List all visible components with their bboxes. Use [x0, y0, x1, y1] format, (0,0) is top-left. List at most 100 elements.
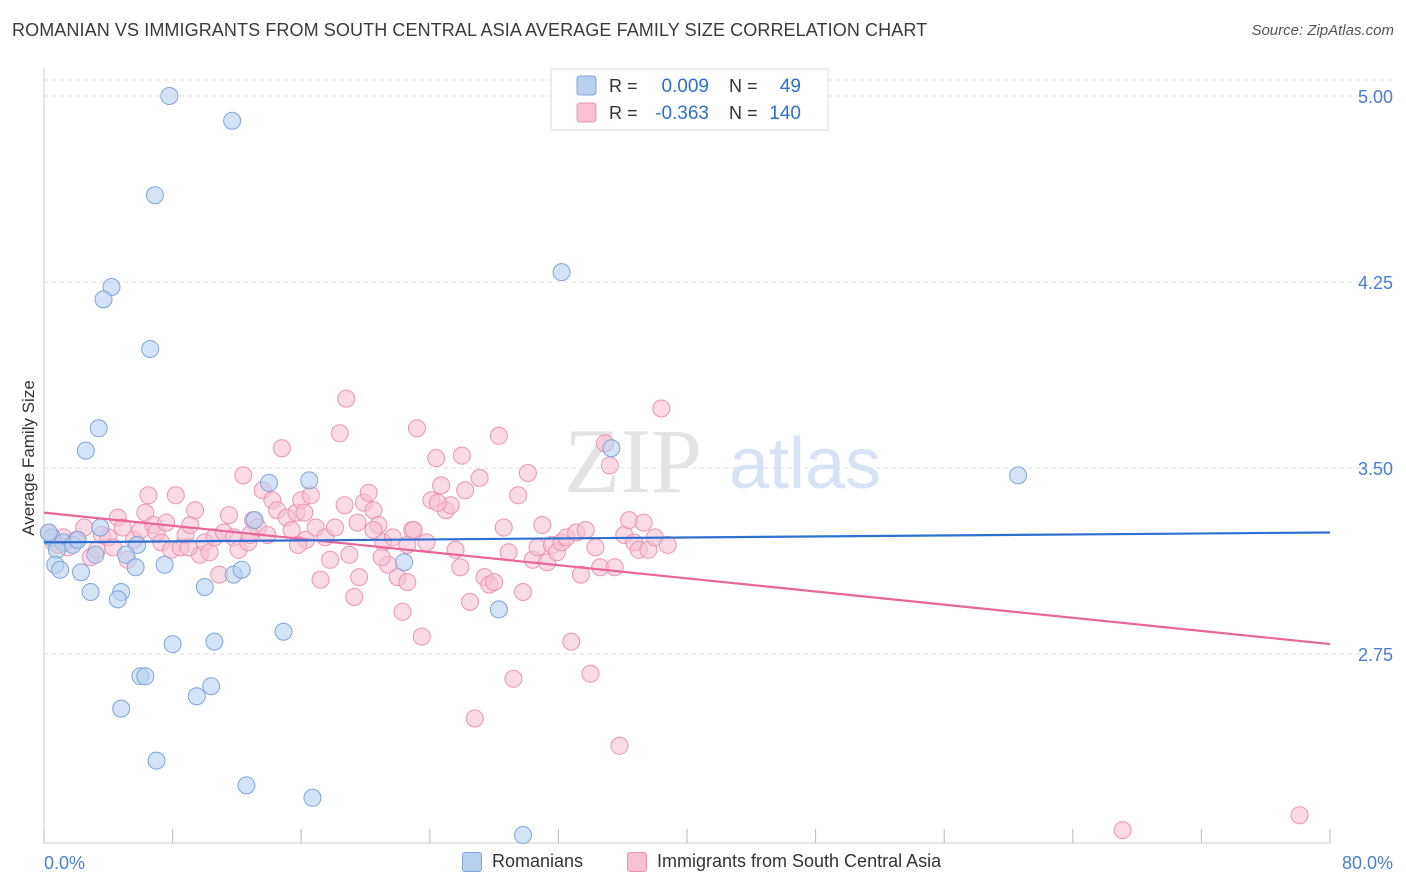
x-tick-label-min: 0.0% [44, 853, 85, 873]
immigrants-point-111 [586, 538, 605, 557]
romanians-point-44 [147, 751, 166, 770]
romanians-point-40 [136, 667, 155, 686]
romanians-point-42 [187, 687, 206, 706]
x-tick-labels: 0.0% 80.0% [44, 853, 1393, 873]
romanians-point-27 [155, 555, 174, 574]
immigrants-point-24 [166, 486, 185, 505]
romanians-point-38 [163, 635, 182, 654]
legend-n-label-1: N = [729, 76, 758, 96]
romanians-point-12 [260, 473, 278, 492]
romanians-point-23 [72, 563, 90, 582]
legend-top-box [550, 68, 829, 131]
immigrants-point-62 [350, 568, 369, 587]
immigrants-point-129 [452, 446, 471, 465]
legend-swatch-immigrants [576, 102, 597, 123]
watermark: ZIP atlas [564, 410, 881, 512]
y-tick-labels: 2.75 3.50 4.25 5.00 [1358, 87, 1393, 665]
romanians-point-0 [160, 87, 179, 105]
immigrants-point-52 [301, 486, 320, 505]
immigrants-point-127 [364, 521, 383, 539]
x-tick-label-max: 80.0% [1342, 853, 1393, 873]
romanians-point-30 [395, 553, 414, 572]
immigrants-point-54 [311, 570, 330, 589]
immigrants-point-90 [485, 573, 504, 592]
immigrants-point-91 [489, 426, 508, 445]
immigrants-point-124 [652, 399, 671, 418]
romanians-point-3 [552, 263, 571, 282]
immigrants-point-64 [359, 483, 378, 502]
legend-r-label-1: R = [609, 76, 638, 96]
immigrants-point-96 [514, 583, 532, 601]
immigrants-point-115 [605, 558, 624, 577]
legend-swatch-romanians-bottom [462, 851, 482, 872]
y-axis-label: Average Family Size [19, 380, 38, 536]
series-romanians-points [39, 87, 1028, 844]
immigrants-point-57 [326, 518, 344, 537]
axes [43, 68, 1331, 844]
immigrants-point-74 [407, 419, 426, 438]
romanians-point-11 [300, 471, 319, 490]
legend-swatch-immigrants-bottom [627, 851, 647, 872]
immigrants-point-95 [509, 486, 528, 505]
immigrants-point-116 [610, 736, 629, 755]
trend-lines [43, 511, 1331, 646]
immigrants-point-78 [427, 449, 446, 468]
immigrants-point-59 [335, 496, 354, 515]
immigrants-point-38 [234, 466, 253, 485]
legend-r-value-2: -0.363 [655, 103, 709, 124]
romanians-point-16 [47, 540, 66, 559]
trend-line-romanians [43, 531, 1331, 544]
immigrants-point-135 [295, 503, 314, 522]
immigrants-point-136 [348, 513, 367, 532]
immigrants-point-92 [494, 518, 513, 537]
immigrants-point-69 [383, 528, 402, 547]
romanians-point-46 [303, 788, 322, 807]
immigrants-point-114 [600, 456, 619, 475]
immigrants-point-61 [345, 588, 364, 606]
romanians-point-35 [489, 600, 508, 619]
immigrants-point-35 [219, 506, 238, 525]
y-tick-label-0: 2.75 [1358, 645, 1393, 665]
immigrants-point-46 [272, 439, 291, 458]
romanians-point-17 [68, 530, 87, 549]
immigrants-point-84 [456, 481, 475, 500]
watermark-zip: ZIP [564, 410, 702, 512]
immigrants-point-58 [330, 424, 349, 443]
immigrants-point-100 [533, 516, 552, 534]
romanians-point-37 [205, 632, 224, 651]
romanians-point-43 [112, 699, 131, 718]
legend-top: R = 0.009 N = 49 R = -0.363 N = 140 [550, 68, 829, 131]
chart-title: ROMANIAN VS IMMIGRANTS FROM SOUTH CENTRA… [12, 20, 928, 40]
romanians-point-5 [94, 290, 113, 309]
romanians-point-33 [108, 590, 127, 609]
source-label: Source: ZipAtlas.com [1251, 22, 1394, 39]
legend-item-immigrants: Immigrants from South Central Asia [627, 851, 941, 872]
romanians-point-8 [76, 441, 95, 460]
immigrants-point-79 [432, 476, 451, 495]
immigrants-point-131 [428, 493, 447, 512]
immigrants-point-56 [321, 550, 340, 569]
legend-n-value-1: 49 [780, 76, 801, 97]
immigrants-point-75 [412, 627, 431, 646]
legend-label-romanians: Romanians [492, 851, 584, 871]
legend-label-immigrants: Immigrants from South Central Asia [657, 851, 942, 871]
immigrants-point-121 [634, 513, 653, 532]
immigrants-point-87 [470, 468, 489, 487]
romanians-point-20 [245, 511, 264, 530]
romanians-point-41 [202, 677, 221, 696]
immigrants-point-28 [186, 501, 205, 520]
immigrants-point-126 [337, 389, 356, 408]
legend-r-label-2: R = [609, 103, 638, 123]
y-tick-label-1: 3.50 [1358, 459, 1393, 479]
immigrants-point-110 [581, 664, 600, 683]
immigrants-point-85 [461, 592, 479, 611]
immigrants-point-94 [504, 669, 523, 688]
immigrants-point-132 [1113, 821, 1132, 840]
romanians-point-6 [141, 340, 160, 358]
immigrants-point-86 [465, 709, 484, 728]
legend-n-label-2: N = [729, 103, 758, 123]
immigrants-point-71 [393, 602, 412, 621]
romanians-point-24 [86, 545, 105, 564]
romanians-point-10 [1009, 466, 1028, 485]
